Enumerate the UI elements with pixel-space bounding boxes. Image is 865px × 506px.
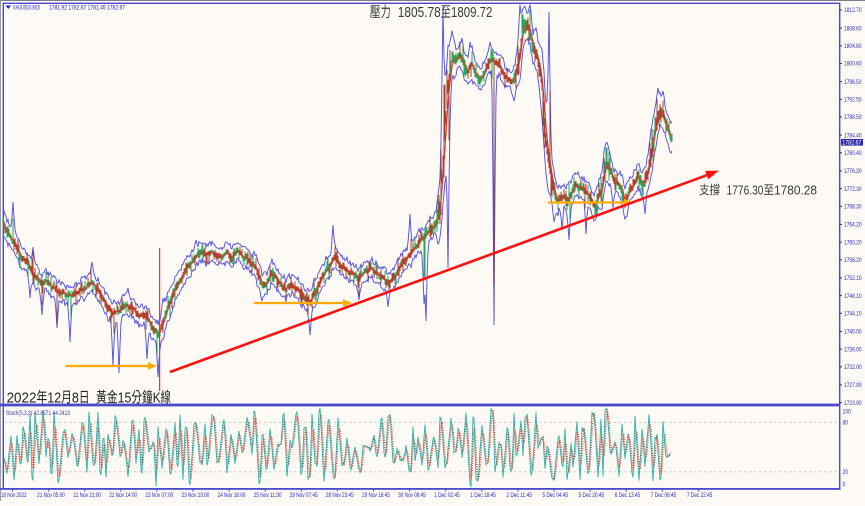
- svg-text:1805.78: 1805.78: [398, 4, 441, 21]
- svg-text:1788.50: 1788.50: [844, 114, 862, 121]
- svg-text:18 Nov 2022: 18 Nov 2022: [1, 492, 27, 499]
- svg-text:1781.92 1782.67 1781.45 1782.6: 1781.92 1782.67 1781.45 1782.67: [49, 5, 125, 12]
- svg-text:6 Dec 13:45: 6 Dec 13:45: [615, 492, 641, 499]
- svg-text:XAUUSD#,M15: XAUUSD#,M15: [13, 5, 40, 12]
- svg-text:30 Nov 09:45: 30 Nov 09:45: [398, 492, 426, 499]
- svg-text:1723.90: 1723.90: [844, 400, 862, 407]
- svg-text:1812.70: 1812.70: [844, 7, 862, 14]
- svg-text:24 Nov 16:00: 24 Nov 16:00: [218, 492, 246, 499]
- svg-text:23 Nov 23:00: 23 Nov 23:00: [182, 492, 210, 499]
- svg-text:1732.00: 1732.00: [844, 364, 862, 371]
- svg-text:1727.90: 1727.90: [844, 382, 862, 389]
- svg-text:0: 0: [843, 482, 846, 489]
- svg-text:21 Nov 05:00: 21 Nov 05:00: [37, 492, 65, 499]
- svg-text:1782.67: 1782.67: [842, 140, 861, 147]
- svg-text:29 Nov 16:45: 29 Nov 16:45: [362, 492, 390, 499]
- svg-text:1804.60: 1804.60: [844, 43, 862, 50]
- svg-text:1780.40: 1780.40: [844, 150, 862, 157]
- svg-text:12: 12: [47, 389, 61, 406]
- svg-text:K: K: [153, 389, 161, 406]
- svg-text:1796.50: 1796.50: [844, 79, 862, 86]
- svg-text:7 Dec 06:45: 7 Dec 06:45: [651, 492, 677, 499]
- svg-text:25 Nov 11:30: 25 Nov 11:30: [254, 492, 282, 499]
- svg-text:Stoch(5,3,3) 42.8571 44.2413: Stoch(5,3,3) 42.8571 44.2413: [6, 410, 70, 417]
- svg-text:80: 80: [843, 420, 849, 427]
- svg-text:1 Dec 18:45: 1 Dec 18:45: [470, 492, 496, 499]
- svg-text:8: 8: [72, 389, 79, 406]
- svg-text:1764.20: 1764.20: [844, 222, 862, 229]
- svg-text:1772.30: 1772.30: [844, 186, 862, 193]
- svg-text:1744.10: 1744.10: [844, 311, 862, 318]
- svg-text:1756.20: 1756.20: [844, 257, 862, 264]
- svg-text:1809.72: 1809.72: [451, 4, 492, 21]
- svg-text:1768.30: 1768.30: [844, 204, 862, 211]
- svg-text:1808.60: 1808.60: [844, 25, 862, 32]
- svg-text:1760.20: 1760.20: [844, 239, 862, 246]
- svg-text:21 Nov 21:00: 21 Nov 21:00: [73, 492, 101, 499]
- svg-text:15: 15: [118, 389, 132, 406]
- svg-text:2022: 2022: [7, 389, 37, 406]
- svg-text:5 Dec 20:45: 5 Dec 20:45: [579, 492, 605, 499]
- svg-text:2 Dec 11:45: 2 Dec 11:45: [506, 492, 532, 499]
- svg-text:1800.60: 1800.60: [844, 61, 862, 68]
- svg-text:28 Nov 23:45: 28 Nov 23:45: [326, 492, 354, 499]
- svg-text:1776.30: 1776.30: [844, 168, 862, 175]
- svg-text:20: 20: [843, 469, 849, 476]
- svg-text:7 Dec 22:45: 7 Dec 22:45: [687, 492, 713, 499]
- svg-text:22 Nov 14:00: 22 Nov 14:00: [109, 492, 137, 499]
- svg-text:1792.50: 1792.50: [844, 97, 862, 104]
- svg-text:5 Dec 04:45: 5 Dec 04:45: [543, 492, 569, 499]
- svg-text:1776.30: 1776.30: [727, 183, 764, 197]
- svg-text:1 Dec 02:45: 1 Dec 02:45: [434, 492, 460, 499]
- svg-text:1784.40: 1784.40: [844, 132, 862, 139]
- svg-text:1748.10: 1748.10: [844, 293, 862, 300]
- svg-text:1780.28: 1780.28: [774, 183, 817, 197]
- svg-text:23 Nov 07:00: 23 Nov 07:00: [145, 492, 173, 499]
- svg-text:100: 100: [843, 409, 852, 416]
- svg-text:28 Nov 07:45: 28 Nov 07:45: [290, 492, 318, 499]
- svg-text:1740.00: 1740.00: [844, 329, 862, 336]
- svg-text:1736.00: 1736.00: [844, 346, 862, 353]
- svg-text:1752.10: 1752.10: [844, 275, 862, 282]
